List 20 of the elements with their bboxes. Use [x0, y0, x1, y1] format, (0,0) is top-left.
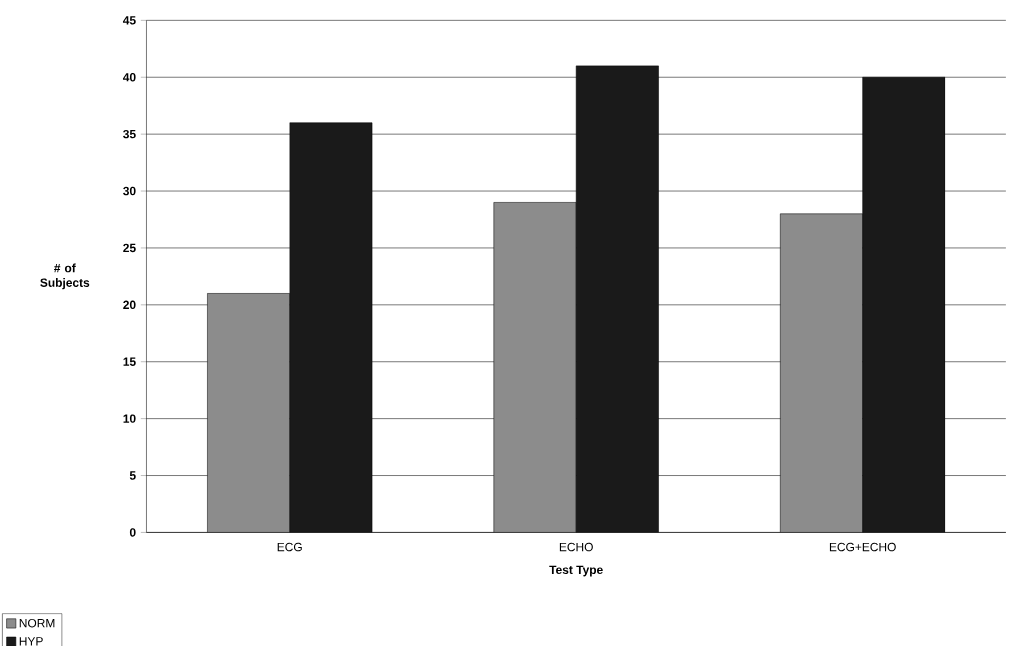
- x-tick-label: ECG: [277, 542, 302, 552]
- y-tick-label: 45: [122, 16, 136, 25]
- y-tick-label: 15: [123, 357, 136, 366]
- y-tick-label: 20: [123, 300, 136, 310]
- x-axis-title: Test Type: [549, 565, 603, 577]
- y-tick-label: 35: [123, 129, 136, 139]
- bar: [207, 293, 290, 533]
- y-tick-label: 25: [123, 243, 136, 253]
- bar: [780, 213, 863, 533]
- x-tick-label: ECHO: [559, 542, 593, 552]
- x-tick-label: ECG+ECHO: [829, 542, 896, 552]
- y-tick-label: 5: [129, 471, 136, 480]
- legend-label: NORM: [19, 618, 55, 628]
- y-tick-label: 10: [123, 414, 136, 423]
- y-tick-label: 40: [122, 73, 136, 82]
- bar: [493, 202, 577, 533]
- y-tick-label: 30: [123, 186, 136, 196]
- y-tick-label: 0: [129, 528, 136, 537]
- legend-label: HYP: [19, 637, 43, 646]
- y-axis-title: # of Subjects: [40, 263, 90, 290]
